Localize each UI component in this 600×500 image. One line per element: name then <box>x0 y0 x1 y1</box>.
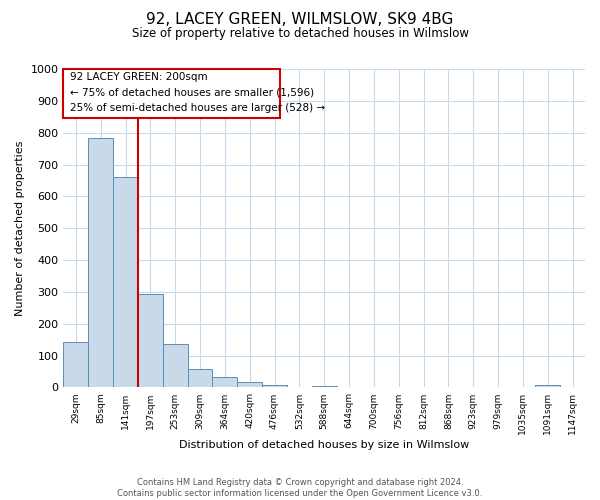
Bar <box>64 342 88 388</box>
Y-axis label: Number of detached properties: Number of detached properties <box>15 140 25 316</box>
FancyBboxPatch shape <box>64 69 280 118</box>
X-axis label: Distribution of detached houses by size in Wilmslow: Distribution of detached houses by size … <box>179 440 469 450</box>
Bar <box>237 382 262 388</box>
Text: 92, LACEY GREEN, WILMSLOW, SK9 4BG: 92, LACEY GREEN, WILMSLOW, SK9 4BG <box>146 12 454 28</box>
Bar <box>312 386 337 388</box>
Bar <box>163 344 188 388</box>
Bar <box>535 385 560 388</box>
Bar <box>212 378 237 388</box>
Text: 92 LACEY GREEN: 200sqm: 92 LACEY GREEN: 200sqm <box>70 72 208 82</box>
Bar <box>88 138 113 388</box>
Text: 25% of semi-detached houses are larger (528) →: 25% of semi-detached houses are larger (… <box>70 103 325 113</box>
Bar <box>113 178 138 388</box>
Text: ← 75% of detached houses are smaller (1,596): ← 75% of detached houses are smaller (1,… <box>70 88 314 98</box>
Bar <box>262 385 287 388</box>
Bar <box>188 370 212 388</box>
Bar <box>138 294 163 388</box>
Text: Contains HM Land Registry data © Crown copyright and database right 2024.
Contai: Contains HM Land Registry data © Crown c… <box>118 478 482 498</box>
Text: Size of property relative to detached houses in Wilmslow: Size of property relative to detached ho… <box>131 28 469 40</box>
Bar <box>337 386 361 388</box>
